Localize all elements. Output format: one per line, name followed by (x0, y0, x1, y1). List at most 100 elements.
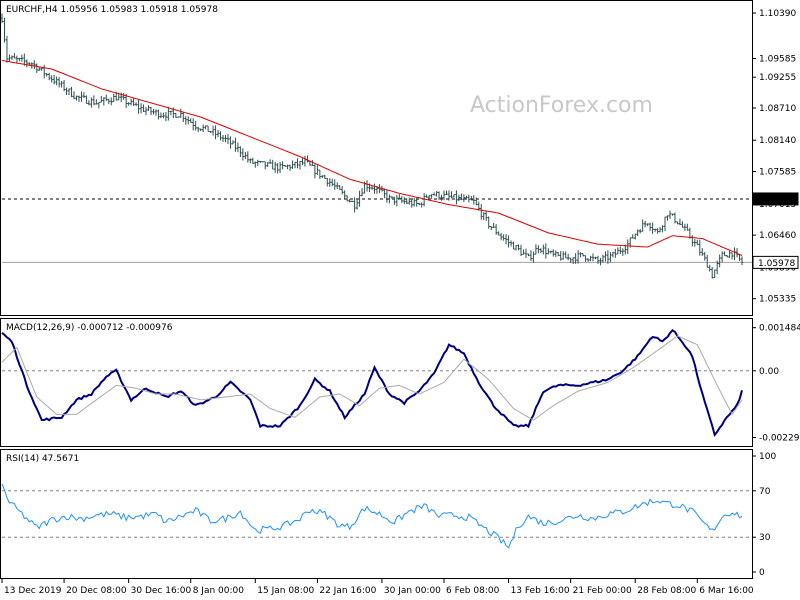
price-bar (157, 109, 160, 120)
x-tick-label: 30 Dec 16:00 (131, 586, 192, 596)
price-bar (475, 197, 478, 206)
price-bar (281, 161, 284, 170)
price-bar (57, 77, 61, 88)
price-bar (417, 202, 421, 206)
price-bar (562, 251, 565, 260)
price-bar (271, 159, 274, 170)
price-bar (301, 157, 304, 166)
price-bar (723, 251, 726, 257)
y-tick-label: 1.10390 (759, 9, 796, 19)
price-bar (311, 160, 314, 167)
price-bar (192, 118, 195, 131)
price-bar (460, 193, 463, 201)
price-bar (129, 98, 133, 106)
price-bar (631, 234, 634, 239)
price-bar (507, 235, 510, 248)
price-bar (142, 104, 145, 112)
price-bar (147, 105, 150, 111)
price-bar (487, 216, 490, 229)
price-bar (547, 248, 550, 255)
price-bar (405, 198, 408, 205)
price-bar (296, 158, 299, 169)
price-bar (604, 251, 607, 262)
price-bar (701, 248, 704, 256)
price-bar (219, 131, 222, 141)
price-bar (35, 63, 38, 73)
price-bar (671, 213, 674, 216)
price-bar (45, 72, 48, 77)
price-bar (256, 159, 259, 167)
price-tag-label: 1.05978 (758, 259, 795, 269)
price-bar (134, 102, 138, 106)
price-bar (358, 190, 361, 207)
x-tick-label: 15 Jan 08:00 (257, 586, 314, 596)
macd-line (1, 328, 743, 438)
price-bar (383, 188, 386, 199)
price-bar (278, 162, 282, 173)
price-bar (144, 107, 148, 116)
price-bar (403, 197, 406, 205)
price-bar (586, 258, 590, 262)
price-bar (651, 222, 654, 234)
price-bar (415, 197, 418, 207)
price-bar (264, 161, 267, 170)
price-bar (661, 225, 664, 233)
price-bar (569, 257, 572, 264)
price-bar (162, 112, 165, 119)
x-tick-label: 6 Feb 08:00 (446, 586, 500, 596)
x-tick-label: 28 Feb 08:00 (637, 586, 696, 596)
price-bar (514, 245, 518, 251)
price-bar (246, 151, 250, 163)
price-bar (152, 108, 155, 115)
price-bar (85, 95, 88, 104)
y-tick-label: 100 (759, 452, 776, 462)
price-bar (681, 221, 684, 228)
price-bar (378, 184, 381, 194)
y-tick-label: 1.06460 (759, 231, 796, 241)
price-bar (529, 250, 533, 262)
price-bar (174, 112, 178, 118)
price-bar (20, 54, 24, 62)
price-bar (251, 157, 255, 165)
price-bar (194, 120, 197, 131)
price-bar (408, 197, 411, 205)
price-bar (62, 79, 66, 92)
price-bar (67, 88, 71, 96)
price-bar (293, 161, 297, 169)
price-bar (711, 266, 714, 279)
price-bar (522, 249, 525, 255)
price-bar (621, 248, 625, 256)
y-tick-label: -0.002297 (759, 434, 800, 444)
price-bar (564, 251, 567, 259)
price-bar (97, 101, 101, 109)
price-bar (557, 252, 560, 257)
price-bar (321, 175, 324, 179)
y-tick-label: 0.001484 (759, 324, 800, 334)
price-bar (60, 80, 63, 88)
y-tick-label: 1.08710 (759, 104, 796, 114)
price-bar (239, 146, 242, 157)
price-bar (676, 221, 679, 225)
axes: 1.10390 1.09585 1.09255 1.08710 1.08140 1.075… (1, 9, 800, 596)
price-bar (509, 240, 513, 247)
price-bar (606, 250, 610, 264)
price-bar (571, 257, 575, 265)
price-bar (718, 254, 721, 268)
price-bar (517, 244, 520, 251)
price-bar (658, 227, 662, 233)
price-bar (154, 109, 158, 116)
price-bar (445, 190, 448, 196)
price-bar (177, 116, 180, 118)
price-bar (348, 199, 351, 203)
macd-series (1, 328, 752, 438)
price-series (0, 13, 752, 279)
price-bar (549, 250, 552, 254)
price-bar (432, 192, 436, 196)
price-bar (167, 106, 170, 121)
price-bar (90, 97, 93, 108)
rsi-header: RSI(14) 47.5671 (6, 454, 79, 464)
price-bar (95, 99, 98, 105)
price-bar (646, 223, 649, 227)
price-bar (706, 255, 709, 268)
price-bar (100, 95, 103, 103)
